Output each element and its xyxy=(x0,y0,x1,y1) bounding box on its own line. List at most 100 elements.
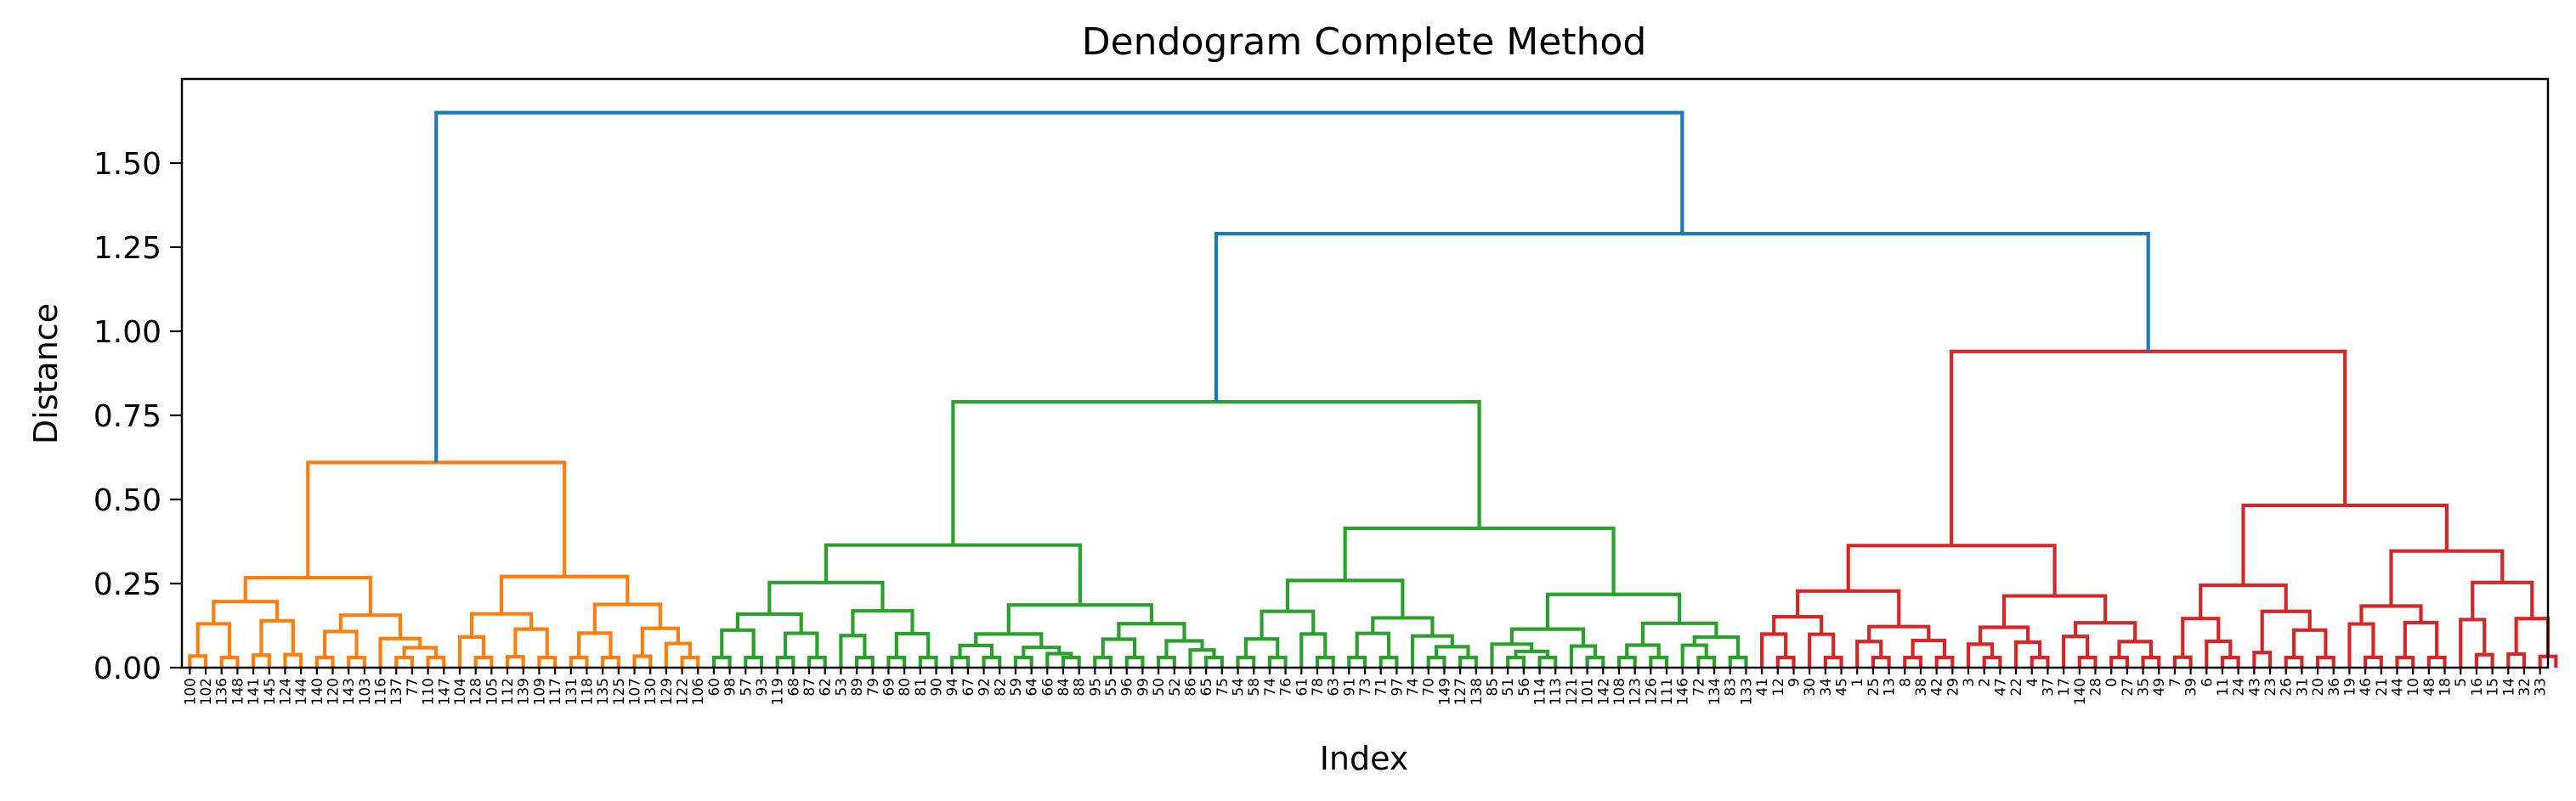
dendrogram-link xyxy=(1204,656,1224,668)
x-tick-label: 108 xyxy=(1611,678,1628,705)
dendrogram-link xyxy=(2291,628,2328,658)
dendrogram-link xyxy=(499,574,630,614)
x-tick-label: 98 xyxy=(722,678,739,697)
x-tick-label: 134 xyxy=(1707,678,1724,705)
dendrogram-link xyxy=(2062,635,2090,668)
dendrogram-link xyxy=(1823,656,1843,668)
x-tick-label: 5 xyxy=(2453,678,2470,687)
x-tick-label: 110 xyxy=(421,678,438,705)
x-tick-label: 12 xyxy=(1770,678,1787,697)
dendrogram-link xyxy=(854,656,875,668)
dendrogram-link xyxy=(1775,656,1796,668)
dendrogram-link xyxy=(1013,656,1033,668)
y-tick-label: 1.00 xyxy=(93,315,161,350)
dendrogram-link xyxy=(982,656,1002,668)
x-tick-label: 0 xyxy=(2103,678,2120,687)
dendrogram-link xyxy=(2141,656,2161,668)
dendrogram-link xyxy=(259,618,295,656)
x-tick-label: 117 xyxy=(547,678,564,705)
x-tick-label: 79 xyxy=(865,678,882,697)
dendrogram-link xyxy=(824,543,1082,606)
dendrogram-link xyxy=(1514,649,1549,658)
dendrogram-link xyxy=(744,656,764,668)
x-tick-label: 93 xyxy=(754,678,771,697)
plot-frame xyxy=(180,77,2550,669)
dendrogram-link xyxy=(338,613,403,639)
x-tick-label: 29 xyxy=(1945,678,1962,697)
dendrogram-link xyxy=(473,656,494,668)
dendrogram-link xyxy=(2181,617,2221,657)
x-tick-label: 32 xyxy=(2517,678,2534,697)
x-tick-label: 113 xyxy=(1548,678,1565,705)
x-tick-label: 10 xyxy=(2405,678,2422,697)
x-tick-label: 90 xyxy=(929,678,946,697)
dendrogram-link xyxy=(426,656,446,668)
dendrogram-link xyxy=(2260,609,2312,653)
x-tick-label: 23 xyxy=(2262,678,2279,697)
dendrogram-link xyxy=(807,656,827,668)
x-tick-label: 85 xyxy=(1484,678,1501,697)
x-tick-label: 139 xyxy=(516,678,533,705)
dendrogram-link xyxy=(783,631,819,658)
x-tick-label: 136 xyxy=(214,678,231,705)
x-tick-label: 104 xyxy=(452,678,469,705)
dendrogram-link xyxy=(2241,503,2449,585)
dendrogram-link xyxy=(2001,594,2108,628)
dendrogram-link xyxy=(2205,639,2233,668)
x-tick-label: 111 xyxy=(1659,678,1676,705)
x-tick-label: 74 xyxy=(1262,678,1279,697)
x-tick-label: 17 xyxy=(2056,678,2073,697)
x-tick-label: 88 xyxy=(1072,678,1089,697)
x-tick-label: 37 xyxy=(2040,678,2057,697)
dendrogram-link xyxy=(1692,635,1741,658)
dendrogram-link xyxy=(767,580,885,614)
dendrogram-link xyxy=(1243,637,1280,658)
y-tick-label: 0.25 xyxy=(93,567,161,602)
x-tick-label: 56 xyxy=(1516,678,1533,697)
x-tick-label: 145 xyxy=(262,678,279,705)
x-tick-label: 26 xyxy=(2279,678,2296,697)
y-tick-label: 1.25 xyxy=(93,231,161,266)
x-tick-label: 47 xyxy=(1992,678,2009,697)
dendrogram-link xyxy=(2109,656,2129,668)
dendrogram-link xyxy=(323,629,359,658)
x-tick-label: 3 xyxy=(1961,678,1978,687)
x-tick-label: 137 xyxy=(388,678,405,705)
x-tick-label: 49 xyxy=(2151,678,2168,697)
x-tick-label: 120 xyxy=(326,678,343,705)
x-tick-label: 96 xyxy=(1119,678,1136,697)
x-tick-label: 144 xyxy=(293,678,310,705)
dendrogram-link xyxy=(394,656,415,668)
dendrogram-link xyxy=(1978,625,2030,645)
dendrogram-link xyxy=(886,656,907,668)
dendrogram-link xyxy=(2395,656,2415,668)
x-tick-label: 51 xyxy=(1500,678,1517,697)
x-tick-label: 11 xyxy=(2215,678,2232,697)
x-tick-label: 102 xyxy=(198,678,215,705)
x-tick-label: 27 xyxy=(2120,678,2137,697)
x-tick-label: 53 xyxy=(833,678,850,697)
dendrogram-link xyxy=(2220,656,2240,668)
y-tick-label: 0.50 xyxy=(93,483,161,518)
x-tick-label: 36 xyxy=(2326,678,2343,697)
x-tick-label: 33 xyxy=(2533,678,2550,697)
x-tick-label: 126 xyxy=(1643,678,1660,705)
x-tick-label: 62 xyxy=(818,678,835,697)
dendrogram-link xyxy=(243,576,372,616)
dendrogram-link xyxy=(2471,580,2534,620)
x-tick-label: 133 xyxy=(1738,678,1755,705)
dendrogram-link xyxy=(314,656,335,668)
dendrogram-link xyxy=(195,622,232,658)
dendrogram-link xyxy=(1061,656,1081,668)
x-tick-label: 103 xyxy=(357,678,374,705)
x-tick-label: 39 xyxy=(2183,678,2200,697)
dendrogram-link xyxy=(347,656,366,668)
dendrogram-link xyxy=(918,656,938,668)
x-tick-label: 128 xyxy=(468,678,485,705)
dendrogram-link xyxy=(2252,651,2273,668)
x-tick-label: 24 xyxy=(2231,678,2248,697)
x-tick-label: 131 xyxy=(563,678,580,705)
x-tick-label: 57 xyxy=(738,678,755,697)
dendrogram-link xyxy=(1950,349,2347,546)
dendrogram-link xyxy=(2506,652,2527,668)
